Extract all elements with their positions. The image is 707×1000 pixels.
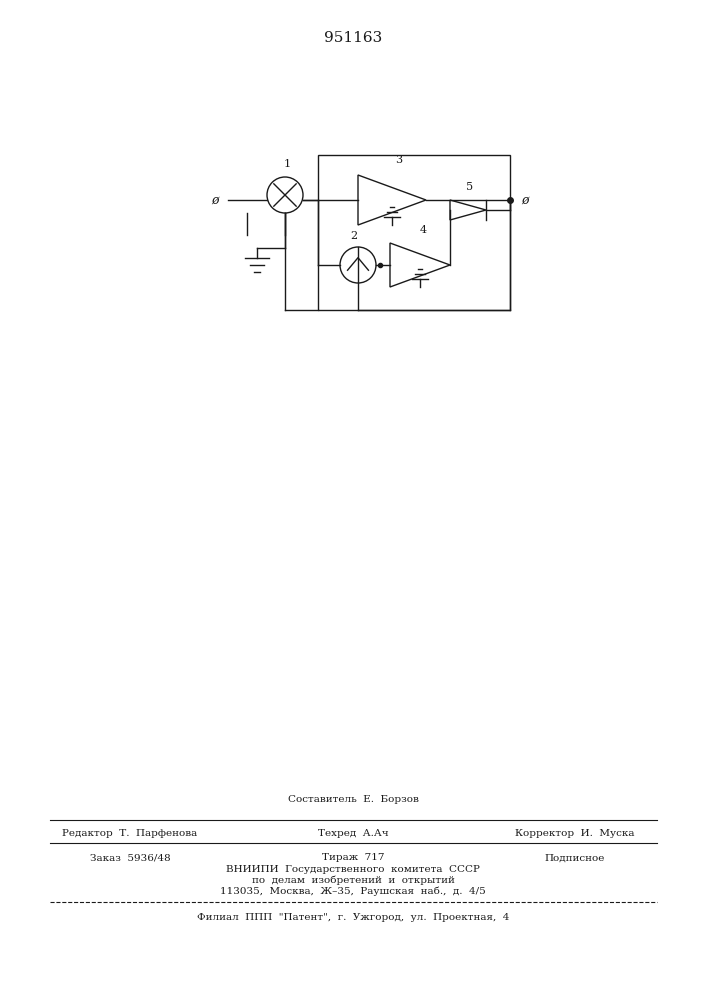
Text: ø: ø [211, 194, 218, 207]
Text: Корректор  И.  Муска: Корректор И. Муска [515, 828, 635, 838]
Bar [318, 155, 510, 310]
Text: ø: ø [521, 194, 529, 207]
Text: Составитель  Е.  Борзов: Составитель Е. Борзов [288, 796, 419, 804]
Text: 3: 3 [395, 155, 402, 165]
Text: Техред  А.Ач: Техред А.Ач [317, 828, 388, 838]
Text: 951163: 951163 [324, 31, 382, 45]
Text: Редактор  Т.  Парфенова: Редактор Т. Парфенова [62, 828, 198, 838]
Text: 113035,  Москва,  Ж–35,  Раушская  наб.,  д.  4/5: 113035, Москва, Ж–35, Раушская наб., д. … [220, 886, 486, 896]
Text: 5: 5 [466, 182, 474, 192]
Text: 2: 2 [351, 231, 358, 241]
Text: Подписное: Подписное [545, 854, 605, 862]
Text: 1: 1 [284, 159, 291, 169]
Text: по  делам  изобретений  и  открытий: по делам изобретений и открытий [252, 875, 455, 885]
Text: Заказ  5936/48: Заказ 5936/48 [90, 854, 170, 862]
Text: 4: 4 [419, 225, 426, 235]
Text: Филиал  ППП  "Патент",  г.  Ужгород,  ул.  Проектная,  4: Филиал ППП "Патент", г. Ужгород, ул. Про… [197, 914, 509, 922]
Text: Тираж  717: Тираж 717 [322, 854, 384, 862]
Text: ВНИИПИ  Государственного  комитета  СССР: ВНИИПИ Государственного комитета СССР [226, 864, 480, 874]
